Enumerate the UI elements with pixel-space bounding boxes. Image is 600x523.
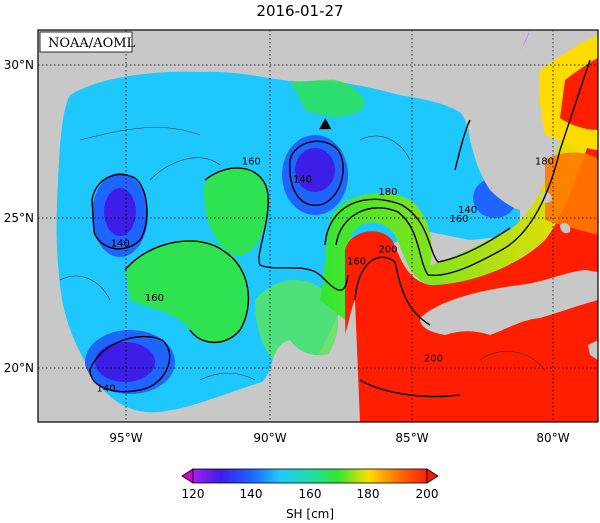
colorbar-label: SH [cm] — [286, 507, 334, 521]
contour-label-140: 140 — [458, 205, 477, 216]
contour-label-160: 160 — [145, 293, 164, 304]
x-tick-95w: 95°W — [109, 431, 142, 445]
contour-lines — [59, 59, 591, 398]
contour-160-main — [124, 167, 349, 344]
colorbar-tick-180: 180 — [357, 487, 380, 501]
contour-label-140: 140 — [97, 384, 116, 395]
map-field — [38, 30, 598, 422]
eddy-southwest-core — [95, 342, 155, 382]
map-title: 2016-01-27 — [256, 2, 344, 20]
contour-label-200: 200 — [378, 244, 397, 255]
contour-140-southwest — [89, 335, 171, 393]
contour-label-140: 140 — [293, 175, 312, 186]
credit-box — [39, 31, 133, 53]
contour-140-west — [91, 173, 148, 250]
y-tick-20: 20°N — [4, 361, 34, 375]
land-us-coast — [38, 30, 470, 180]
x-tick-90w: 90°W — [253, 431, 286, 445]
gulf-water — [56, 71, 521, 413]
contour-label-180: 180 — [535, 156, 554, 167]
eddy-west-core — [104, 188, 136, 236]
colorbar-tick-200: 200 — [416, 487, 439, 501]
x-tick-80w: 80°W — [536, 431, 569, 445]
land-mexico — [38, 170, 360, 422]
contour-minor — [59, 127, 546, 381]
green-zone-mid — [255, 279, 339, 373]
contour-180-loop — [335, 59, 591, 277]
warm-sea-southeast — [345, 115, 598, 422]
colorbar-tick-140: 140 — [240, 487, 263, 501]
land-cuba — [420, 270, 598, 335]
contour-160-east — [454, 119, 471, 171]
land-bahamas — [540, 192, 571, 234]
loop-current-band — [320, 40, 598, 320]
credit-text: NOAA/AOML — [48, 36, 136, 51]
colorbar-tick-160: 160 — [299, 487, 322, 501]
contour-160-loop — [324, 198, 511, 263]
triangle-marker-icon — [319, 118, 332, 130]
contour-label-200: 200 — [424, 353, 443, 364]
contour-label-160: 160 — [347, 256, 366, 267]
green-zone-north — [290, 77, 365, 117]
colorbar-high-arrow — [426, 468, 439, 484]
grid-lines — [38, 30, 598, 422]
contour-label-160: 160 — [242, 156, 261, 167]
contour-200 — [354, 256, 461, 398]
contour-label-160: 160 — [450, 214, 469, 225]
land-hispaniola — [588, 340, 598, 360]
contour-140-center — [289, 140, 344, 206]
warm-sea-orange — [545, 152, 598, 235]
colorbar-low-arrow — [181, 468, 194, 484]
x-tick-85w: 85°W — [395, 431, 428, 445]
contour-label-180: 180 — [378, 187, 397, 198]
green-zone-central — [204, 168, 269, 256]
eddy-center-core — [295, 148, 335, 192]
plot-frame — [37, 29, 599, 423]
colorbar: 120 140 160 180 200 SH [cm] — [181, 468, 439, 521]
y-tick-25: 25°N — [4, 211, 34, 225]
y-tick-30: 30°N — [4, 58, 34, 72]
colorbar-gradient — [192, 468, 428, 484]
green-zone-west — [125, 239, 249, 344]
colorbar-tick-120: 120 — [182, 487, 205, 501]
contour-label-140: 140 — [111, 238, 130, 249]
